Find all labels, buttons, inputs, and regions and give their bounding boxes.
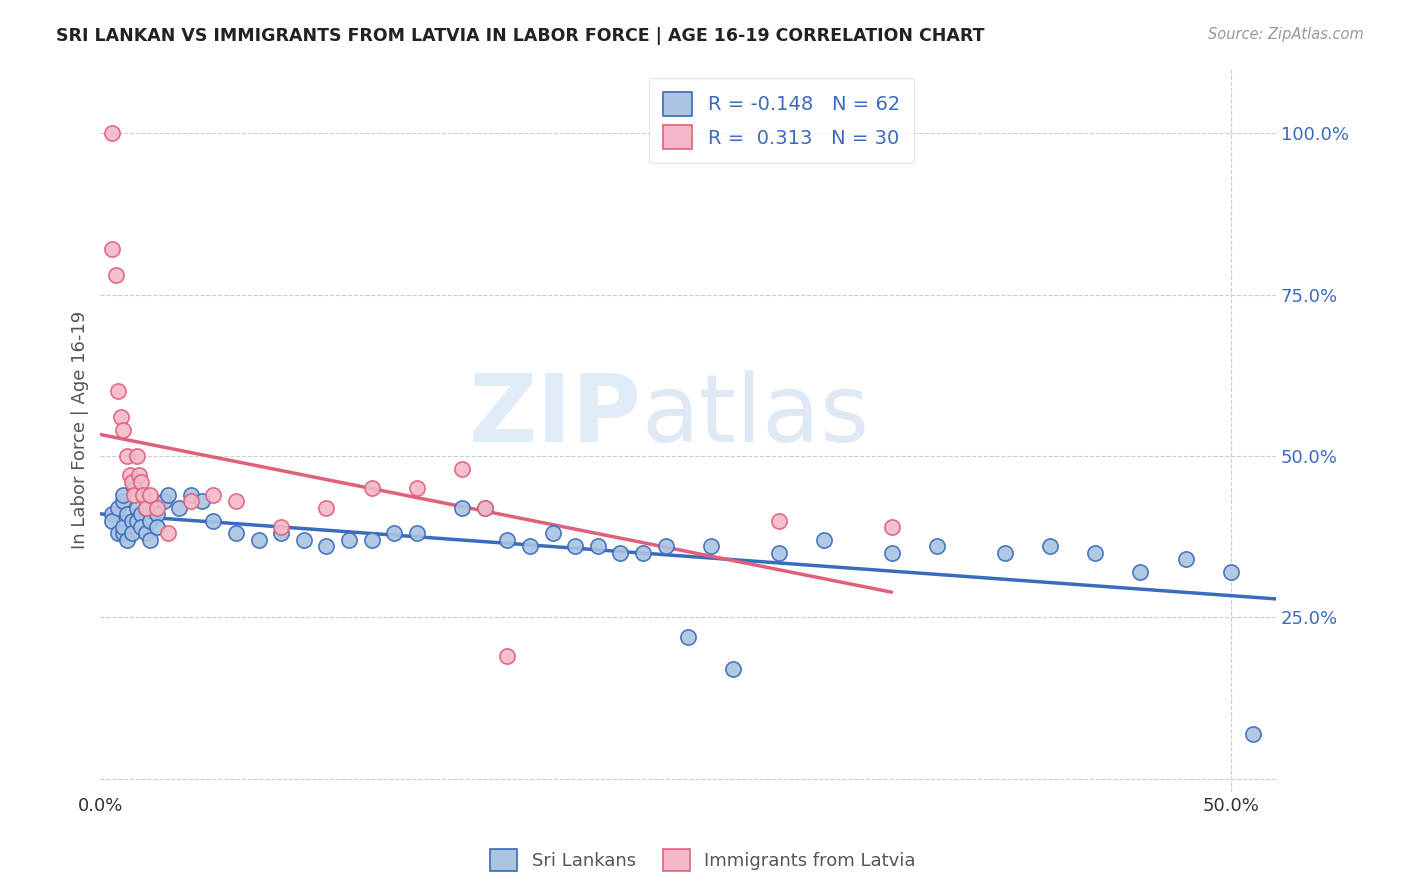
Point (121, 526, 143, 541)
Point (180, 494, 202, 508)
Point (405, 481, 427, 495)
Point (541, 526, 564, 541)
Point (139, 533, 162, 547)
Point (125, 449, 148, 463)
Point (451, 462, 474, 476)
Point (146, 520, 169, 534)
Point (202, 514, 225, 528)
Point (631, 546, 654, 560)
Point (496, 533, 519, 547)
Point (152, 494, 174, 508)
Point (880, 520, 903, 534)
Point (813, 533, 835, 547)
Point (405, 526, 427, 541)
Point (125, 514, 148, 528)
Point (107, 500, 129, 515)
Point (157, 488, 180, 502)
Point (474, 500, 496, 515)
Point (111, 520, 134, 534)
Point (129, 475, 152, 489)
Point (1219, 565, 1241, 579)
Point (111, 488, 134, 502)
Point (129, 507, 152, 521)
Point (125, 500, 148, 515)
Point (225, 526, 247, 541)
Point (139, 488, 162, 502)
Point (1174, 552, 1197, 566)
Point (1129, 565, 1152, 579)
Point (1241, 726, 1264, 740)
Point (100, 243, 122, 257)
Point (315, 539, 337, 553)
Point (128, 468, 150, 483)
Point (270, 526, 292, 541)
Point (135, 500, 157, 515)
Point (768, 514, 790, 528)
Point (202, 488, 225, 502)
Point (519, 539, 541, 553)
Text: ZIP: ZIP (468, 369, 641, 462)
Legend: Sri Lankans, Immigrants from Latvia: Sri Lankans, Immigrants from Latvia (482, 842, 924, 879)
Point (117, 533, 139, 547)
Point (880, 546, 903, 560)
Text: Source: ZipAtlas.com: Source: ZipAtlas.com (1208, 27, 1364, 42)
Point (111, 526, 134, 541)
Text: atlas: atlas (641, 369, 869, 462)
Point (100, 514, 122, 528)
Point (382, 526, 405, 541)
Point (117, 449, 139, 463)
Y-axis label: In Labor Force | Age 16-19: In Labor Force | Age 16-19 (72, 311, 89, 549)
Text: SRI LANKAN VS IMMIGRANTS FROM LATVIA IN LABOR FORCE | AGE 16-19 CORRELATION CHAR: SRI LANKAN VS IMMIGRANTS FROM LATVIA IN … (56, 27, 984, 45)
Point (100, 126, 122, 140)
Point (1084, 546, 1107, 560)
Point (129, 520, 152, 534)
Point (315, 500, 337, 515)
Point (360, 533, 382, 547)
Point (117, 507, 139, 521)
Point (337, 533, 360, 547)
Point (146, 507, 169, 521)
Point (121, 475, 143, 489)
Point (586, 539, 609, 553)
Point (925, 539, 948, 553)
Point (157, 526, 180, 541)
Point (135, 500, 157, 515)
Point (225, 494, 247, 508)
Point (169, 500, 191, 515)
Point (107, 526, 129, 541)
Point (191, 494, 214, 508)
Point (654, 539, 676, 553)
Point (139, 514, 162, 528)
Point (451, 500, 474, 515)
Point (1039, 539, 1062, 553)
Point (132, 488, 155, 502)
Point (474, 500, 496, 515)
Point (676, 630, 699, 644)
Point (360, 481, 382, 495)
Point (247, 533, 270, 547)
Point (105, 268, 128, 282)
Point (122, 488, 145, 502)
Point (564, 539, 586, 553)
Legend: R = -0.148   N = 62, R =  0.313   N = 30: R = -0.148 N = 62, R = 0.313 N = 30 (650, 78, 914, 162)
Point (292, 533, 315, 547)
Point (496, 649, 519, 664)
Point (135, 526, 157, 541)
Point (107, 384, 129, 399)
Point (609, 546, 631, 560)
Point (118, 468, 141, 483)
Point (121, 514, 143, 528)
Point (122, 481, 145, 495)
Point (110, 410, 132, 425)
Point (180, 488, 202, 502)
Point (100, 507, 122, 521)
Point (723, 662, 745, 676)
Point (111, 423, 134, 437)
Point (270, 520, 292, 534)
Point (700, 539, 723, 553)
Point (146, 500, 169, 515)
Point (768, 546, 790, 560)
Point (994, 546, 1017, 560)
Point (111, 494, 134, 508)
